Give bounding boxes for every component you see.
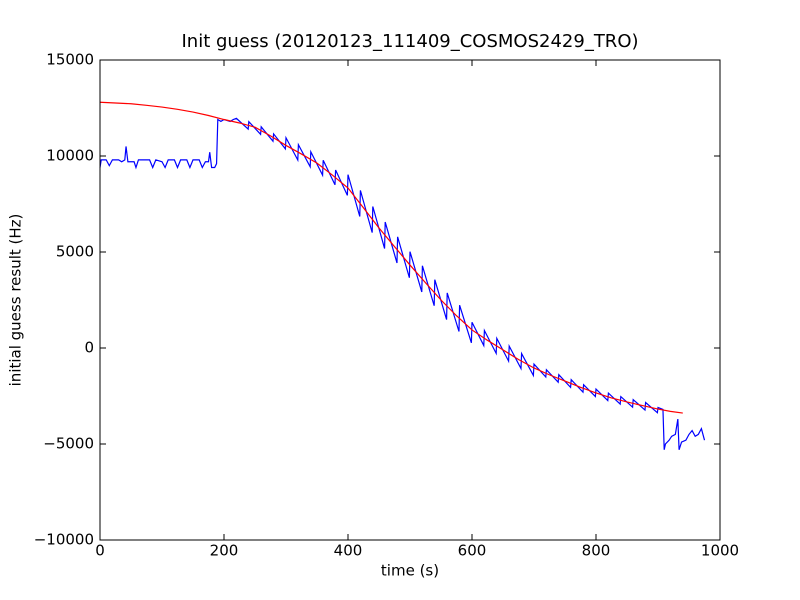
y-tick-label: −10000 (34, 531, 94, 549)
x-axis-label: time (s) (381, 562, 439, 580)
x-tick-label: 600 (458, 542, 487, 560)
x-tick-label: 1000 (701, 542, 739, 560)
x-tick-label: 0 (95, 542, 105, 560)
data-line (99, 101, 683, 414)
chart-title: Init guess (20120123_111409_COSMOS2429_T… (181, 31, 638, 52)
x-tick-label: 800 (582, 542, 611, 560)
y-tick-label: 10000 (46, 147, 94, 165)
y-axis-label: initial guess result (Hz) (7, 214, 25, 387)
y-tick-label: 5000 (56, 243, 94, 261)
x-tick-label: 400 (334, 542, 363, 560)
x-tick-label: 200 (210, 542, 239, 560)
plot-frame (99, 59, 721, 541)
y-tick-label: 0 (84, 339, 94, 357)
y-tick-label: −5000 (43, 435, 94, 453)
y-tick-label: 15000 (46, 51, 94, 69)
